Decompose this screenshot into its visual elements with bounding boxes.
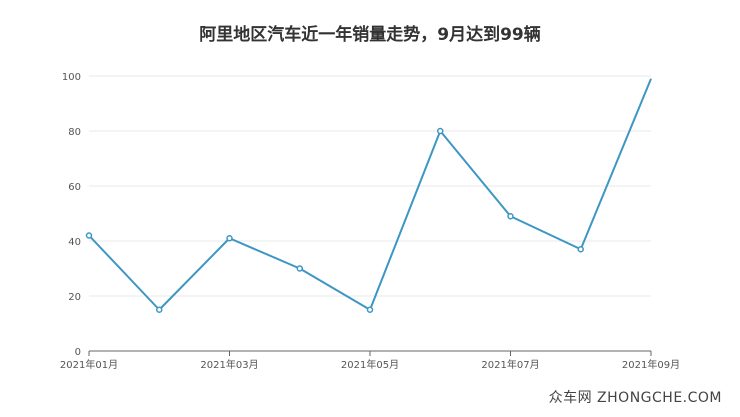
series-line [88,78,652,311]
x-tick-label: 2021年03月 [200,358,258,371]
y-tick-label: 0 [75,347,81,358]
y-tick-label: 20 [68,292,81,303]
data-point[interactable] [437,127,444,135]
series-layer [85,78,652,313]
data-point[interactable] [366,306,374,313]
y-tick-label: 100 [62,72,81,83]
y-axis: 0 20 40 60 80 100 [62,72,81,358]
y-tick-label: 60 [68,182,81,193]
x-tick-label: 2021年01月 [60,358,118,371]
grid-lines [89,75,651,297]
data-point[interactable] [507,213,514,220]
data-point[interactable] [577,246,584,253]
chart-title: 阿里地区汽车近一年销量走势，9月达到99辆 [199,25,541,45]
data-point[interactable] [156,306,163,313]
y-tick-label: 40 [68,237,81,248]
x-tick-label: 2021年05月 [341,358,399,371]
watermark: 众车网 ZHONGCHE.COM [548,390,722,406]
x-axis: 2021年01月 2021年03月 2021年05月 2021年07月 2021年09月 [60,350,680,371]
data-point[interactable] [226,235,233,242]
y-tick-label: 80 [68,127,81,138]
data-point[interactable] [296,265,303,272]
x-tick-label: 2021年09月 [622,358,680,371]
x-tick-label: 2021年07月 [481,358,539,371]
data-point[interactable] [85,232,93,239]
